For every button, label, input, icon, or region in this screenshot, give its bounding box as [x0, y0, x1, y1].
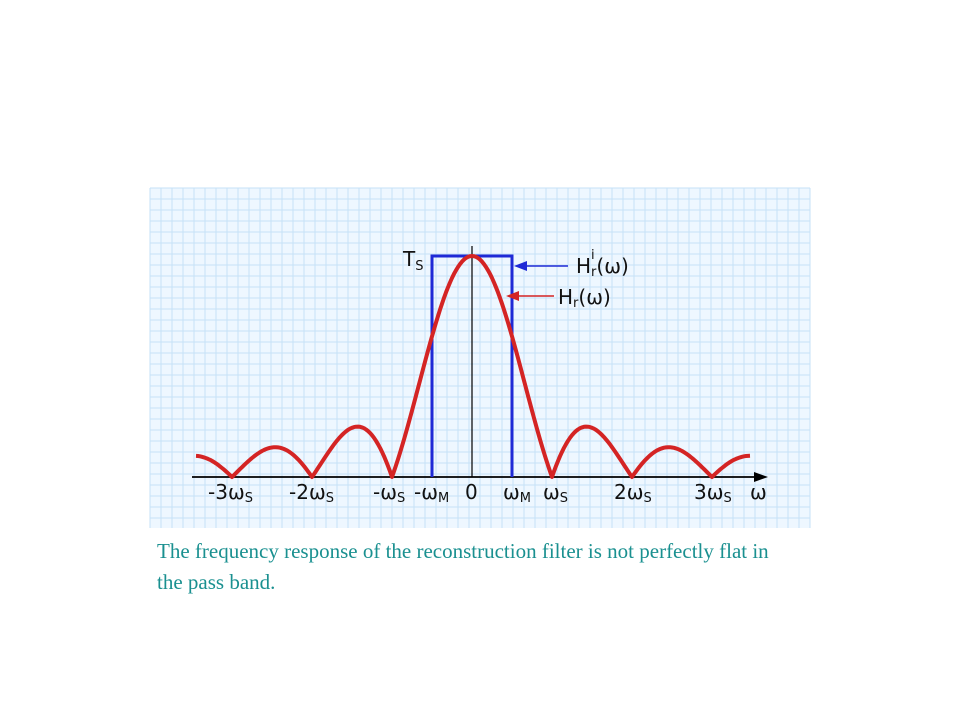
tick-label-ws-sym: ω: [543, 480, 560, 504]
tick-label-m3ws: -3ωS: [208, 480, 253, 506]
tick-label-2ws-coef: 2: [614, 480, 627, 504]
tick-label-mws-coef: -: [373, 480, 380, 504]
tick-label-m3ws-coef: -3: [208, 480, 228, 504]
ideal-filter-superscript: i: [591, 248, 595, 263]
grid-lines: [149, 187, 811, 528]
caption-text: The frequency response of the reconstruc…: [157, 539, 769, 594]
tick-label-ws-sub: S: [560, 491, 568, 506]
tick-label-mwm-coef: -: [414, 480, 421, 504]
ideal-filter-label: Hr(ω): [576, 254, 629, 280]
ideal-pointer-arrowhead: [514, 261, 527, 271]
tick-label-zero-coef: 0: [465, 480, 478, 504]
omega-axis-label: ω: [750, 480, 767, 504]
tick-label-wm-sym: ω: [503, 480, 520, 504]
tick-label-m3ws-sub: S: [245, 491, 253, 506]
tick-label-m2ws-coef: -2: [289, 480, 309, 504]
real-filter-label: Hr(ω): [558, 285, 611, 311]
tick-label-mws: -ωS: [373, 480, 405, 506]
tick-label-ws: ωS: [543, 480, 568, 506]
tick-label-wm-sub: M: [520, 491, 531, 506]
tick-label-3ws: 3ωS: [694, 480, 732, 506]
tick-label-m2ws-sub: S: [326, 491, 334, 506]
tick-label-mwm-sub: M: [438, 491, 449, 506]
tick-label-mwm: -ωM: [414, 480, 449, 506]
tick-label-3ws-sub: S: [723, 491, 731, 506]
tick-label-mws-sym: ω: [380, 480, 397, 504]
tick-label-m2ws-sym: ω: [309, 480, 326, 504]
tick-label-2ws: 2ωS: [614, 480, 652, 506]
tick-label-mwm-sym: ω: [421, 480, 438, 504]
ts-label: TS: [402, 247, 423, 274]
tick-label-m2ws: -2ωS: [289, 480, 334, 506]
tick-label-3ws-sym: ω: [707, 480, 724, 504]
real-filter-curve: [195, 254, 751, 479]
tick-label-zero: 0: [465, 480, 478, 504]
tick-label-2ws-sym: ω: [627, 480, 644, 504]
tick-label-2ws-sub: S: [643, 491, 651, 506]
tick-label-mws-sub: S: [397, 491, 405, 506]
tick-label-3ws-coef: 3: [694, 480, 707, 504]
tick-label-m3ws-sym: ω: [228, 480, 245, 504]
frequency-axis-arrowhead: [754, 472, 768, 482]
real-pointer-arrowhead: [506, 291, 519, 301]
frequency-tick-labels: -3ωS -2ωS -ωS -ωM 0 ωM ωS 2ωS 3ωS: [208, 480, 732, 506]
tick-label-wm: ωM: [503, 480, 531, 506]
